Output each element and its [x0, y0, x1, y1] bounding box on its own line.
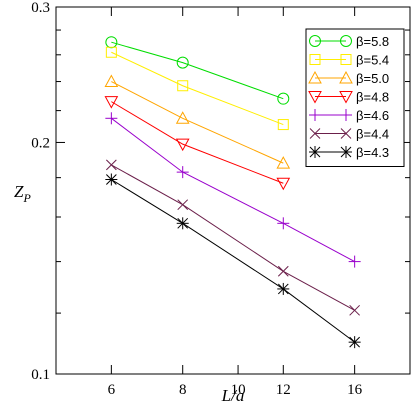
legend-item: β=4.8 [308, 90, 389, 105]
data-point-3-1 [175, 138, 190, 152]
data-point-5-3 [349, 304, 361, 316]
series-line-2 [111, 81, 284, 164]
legend-item: β=5.0 [308, 70, 389, 86]
data-point-2-2 [276, 156, 291, 169]
series-line-6 [111, 179, 355, 343]
data-point-1-0 [105, 46, 117, 58]
data-point-6-3 [348, 336, 361, 349]
legend-label: β=4.6 [356, 108, 389, 123]
legend-item: β=4.4 [309, 127, 389, 142]
legend-marker [309, 35, 321, 47]
data-point-5-1 [177, 199, 189, 211]
legend-marker [340, 109, 352, 121]
data-point-5-2 [277, 265, 289, 277]
legend-marker [309, 146, 321, 158]
legend-item: β=5.8 [309, 34, 389, 49]
legend-label: β=5.0 [356, 71, 389, 86]
data-point-2-1 [175, 111, 190, 124]
legend-label: β=4.4 [356, 127, 389, 142]
legend-marker [340, 128, 352, 139]
legend-marker [340, 35, 352, 47]
data-point-6-1 [176, 217, 189, 230]
y-tick-label: 0.1 [31, 367, 50, 383]
y-tick-label: 0.3 [31, 0, 50, 16]
legend-label: β=4.3 [356, 145, 389, 160]
data-point-4-1 [176, 166, 189, 179]
legend-label: β=4.8 [356, 90, 389, 105]
series-line-5 [111, 164, 355, 311]
data-point-1-2 [277, 119, 289, 131]
y-tick-label: 0.2 [31, 135, 50, 151]
data-point-3-2 [276, 177, 291, 191]
y-axis-label-subscript: P [22, 191, 31, 205]
x-tick-label: 16 [347, 382, 363, 398]
legend-marker [339, 91, 353, 104]
legend-marker [340, 54, 352, 65]
legend-marker [309, 54, 321, 65]
legend-label: β=5.4 [356, 53, 389, 68]
y-axis-label: ZP [14, 182, 31, 205]
legend-box [305, 28, 405, 167]
legend-item: β=4.3 [309, 145, 389, 160]
data-point-4-2 [277, 217, 290, 230]
series-line-1 [111, 51, 284, 126]
legend-marker [340, 146, 352, 158]
data-point-3-0 [104, 96, 119, 109]
data-point-5-0 [105, 159, 117, 171]
legend-marker [308, 91, 322, 104]
x-tick-label: 12 [276, 382, 291, 398]
data-point-4-0 [105, 112, 118, 125]
legend-item: β=4.6 [309, 108, 389, 123]
x-tick-label: 8 [179, 382, 187, 398]
data-point-2-0 [104, 74, 119, 88]
series-line-0 [111, 41, 284, 100]
data-point-1-1 [177, 80, 189, 92]
legend-marker [308, 70, 322, 84]
data-point-6-0 [105, 173, 118, 186]
legend-label: β=5.8 [356, 34, 389, 49]
x-tick-label: 6 [108, 382, 116, 398]
legend-marker [309, 128, 321, 139]
y-axis-label-main: Z [14, 182, 24, 201]
x-tick-label: 10 [231, 382, 246, 398]
data-point-6-2 [277, 282, 290, 295]
data-point-0-2 [277, 92, 290, 105]
series-line-4 [111, 117, 355, 263]
x-axis-label: L/a [221, 386, 245, 405]
legend-item: β=5.4 [309, 53, 389, 68]
legend-marker [339, 70, 353, 84]
data-point-4-3 [348, 255, 361, 268]
legend-marker [309, 109, 321, 121]
series-line-3 [111, 101, 284, 184]
data-point-0-1 [176, 56, 189, 69]
svg-text:ZP: ZP [14, 182, 31, 205]
plot-frame [55, 6, 411, 375]
